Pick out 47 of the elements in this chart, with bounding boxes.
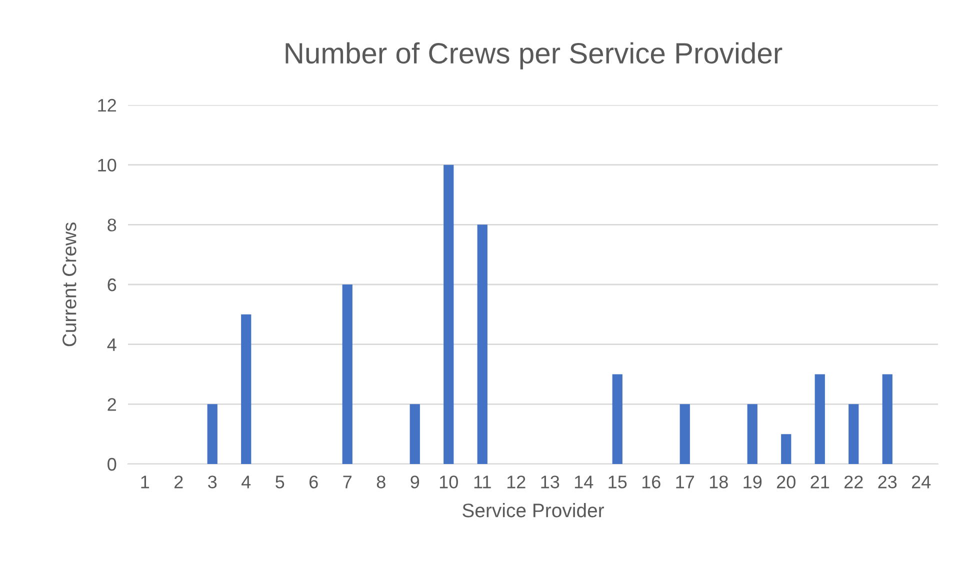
- x-tick-label: 11: [474, 476, 491, 488]
- x-tick-label: 1: [141, 476, 150, 488]
- x-axis-title: Service Provider: [462, 503, 604, 518]
- x-tick-label: 22: [844, 476, 863, 488]
- x-tick-label: 7: [343, 476, 352, 488]
- y-tick-label: 10: [98, 158, 116, 172]
- y-tick-label: 2: [108, 398, 116, 411]
- bar: [814, 374, 825, 464]
- bar: [747, 404, 758, 464]
- bar: [477, 224, 488, 464]
- bar: [207, 404, 218, 464]
- bar: [848, 404, 859, 464]
- x-tick-label: 16: [642, 476, 660, 488]
- x-tick-label: 4: [242, 476, 251, 488]
- chart-title: Number of Crews per Service Provider: [286, 42, 782, 70]
- x-tick-label: 3: [208, 476, 217, 488]
- bar: [342, 284, 352, 464]
- bar: [781, 434, 792, 464]
- x-tick-label: 13: [541, 476, 560, 488]
- bar: [882, 374, 892, 464]
- y-tick-label: 6: [108, 278, 116, 292]
- bar: [612, 374, 622, 464]
- bar: [241, 314, 252, 464]
- y-tick-label: 0: [108, 458, 116, 471]
- y-tick-label: 4: [107, 338, 116, 351]
- x-tick-label: 21: [810, 476, 830, 488]
- x-tick-label: 6: [310, 476, 318, 488]
- x-tick-label: 12: [507, 476, 526, 488]
- bar: [444, 164, 454, 464]
- y-tick-label: 12: [98, 98, 116, 112]
- x-tick-label: 9: [410, 476, 420, 488]
- y-tick-label: 8: [108, 218, 116, 232]
- x-tick-label: 2: [174, 476, 183, 488]
- x-tick-label: 8: [376, 476, 386, 488]
- x-tick-label: 24: [912, 476, 931, 488]
- x-tick-label: 17: [676, 476, 694, 488]
- x-tick-label: 10: [440, 476, 458, 488]
- x-tick-label: 20: [776, 476, 796, 488]
- y-axis-title: Current Crews: [62, 222, 76, 346]
- x-tick-label: 14: [574, 476, 594, 488]
- bar: [410, 404, 420, 464]
- x-tick-label: 5: [276, 476, 284, 488]
- x-tick-label: 19: [744, 476, 762, 488]
- x-tick-label: 23: [878, 476, 897, 488]
- x-tick-label: 18: [710, 476, 728, 488]
- bar: [680, 404, 690, 464]
- x-tick-label: 15: [608, 476, 627, 488]
